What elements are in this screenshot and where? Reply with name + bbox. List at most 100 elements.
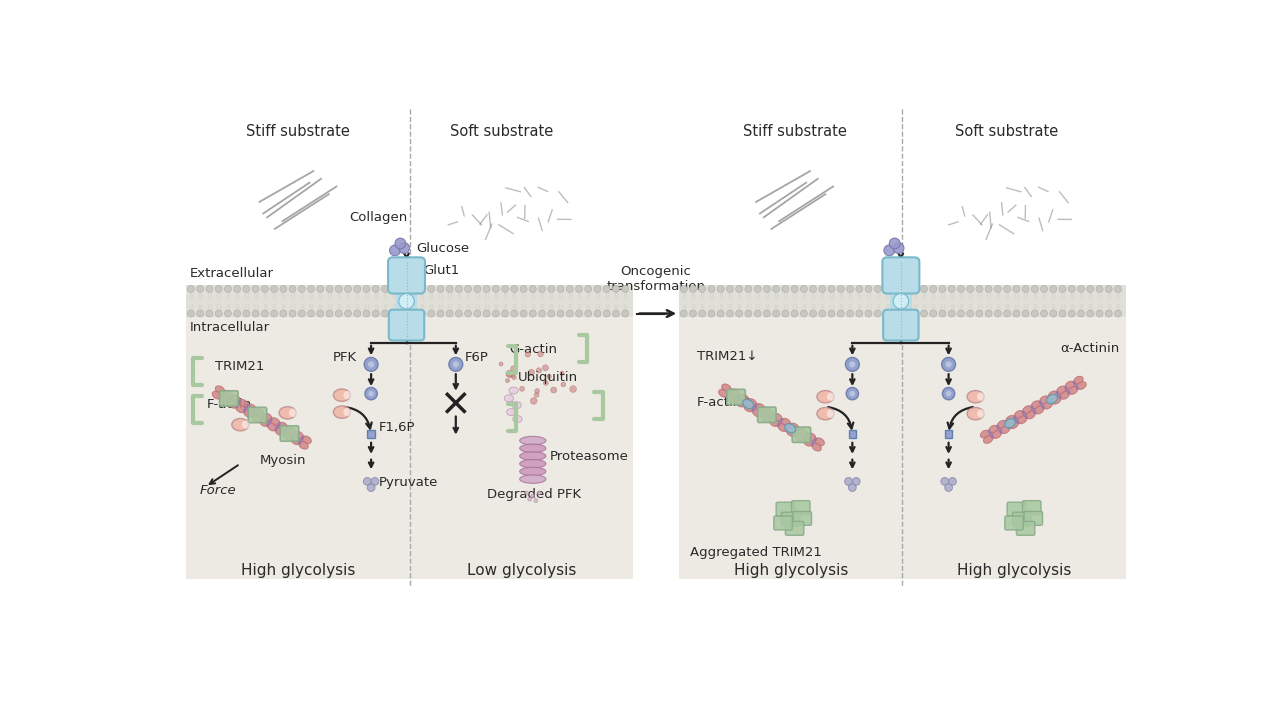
Circle shape xyxy=(585,285,591,292)
Ellipse shape xyxy=(1005,418,1015,428)
Circle shape xyxy=(224,310,232,317)
Circle shape xyxy=(326,285,333,292)
Circle shape xyxy=(727,310,733,317)
Text: Oncogenic
transformation: Oncogenic transformation xyxy=(607,266,705,294)
Text: F1,6P: F1,6P xyxy=(379,420,415,433)
Ellipse shape xyxy=(1060,392,1069,399)
Circle shape xyxy=(920,285,928,292)
Circle shape xyxy=(680,310,687,317)
Circle shape xyxy=(289,310,296,317)
Circle shape xyxy=(566,285,573,292)
Circle shape xyxy=(520,310,527,317)
Circle shape xyxy=(381,285,388,292)
Ellipse shape xyxy=(1023,405,1032,413)
FancyBboxPatch shape xyxy=(758,407,776,423)
Circle shape xyxy=(289,285,296,292)
Text: Stiff substrate: Stiff substrate xyxy=(246,125,349,140)
Circle shape xyxy=(745,285,751,292)
Ellipse shape xyxy=(1027,411,1036,419)
Circle shape xyxy=(536,368,541,373)
Circle shape xyxy=(986,310,992,317)
Circle shape xyxy=(371,477,379,485)
Circle shape xyxy=(576,285,582,292)
Circle shape xyxy=(791,310,797,317)
Circle shape xyxy=(1078,285,1084,292)
Circle shape xyxy=(893,243,904,253)
Circle shape xyxy=(525,352,530,357)
Circle shape xyxy=(945,484,952,492)
Circle shape xyxy=(1115,310,1121,317)
Text: TRIM21: TRIM21 xyxy=(215,360,264,373)
Text: Soft substrate: Soft substrate xyxy=(451,125,554,140)
Bar xyxy=(680,109,1125,285)
Ellipse shape xyxy=(252,414,261,422)
Circle shape xyxy=(1115,285,1121,292)
Ellipse shape xyxy=(1001,426,1010,433)
Circle shape xyxy=(506,370,512,377)
Circle shape xyxy=(561,382,566,387)
Circle shape xyxy=(367,484,375,492)
Ellipse shape xyxy=(1032,401,1041,408)
Circle shape xyxy=(849,484,856,492)
Ellipse shape xyxy=(736,399,745,407)
Circle shape xyxy=(680,285,687,292)
Ellipse shape xyxy=(1047,395,1057,404)
Text: Proteasome: Proteasome xyxy=(549,450,628,463)
Circle shape xyxy=(456,310,462,317)
Circle shape xyxy=(1096,310,1103,317)
Circle shape xyxy=(187,285,195,292)
Text: Stiff substrate: Stiff substrate xyxy=(742,125,846,140)
Circle shape xyxy=(995,310,1001,317)
Circle shape xyxy=(298,285,305,292)
Ellipse shape xyxy=(212,391,221,399)
Circle shape xyxy=(224,285,232,292)
Ellipse shape xyxy=(781,418,791,426)
FancyBboxPatch shape xyxy=(1007,502,1025,516)
Ellipse shape xyxy=(804,438,813,446)
Ellipse shape xyxy=(785,423,796,433)
Circle shape xyxy=(367,361,374,367)
Circle shape xyxy=(512,375,516,379)
Ellipse shape xyxy=(232,395,241,402)
Circle shape xyxy=(911,310,918,317)
Ellipse shape xyxy=(520,475,545,483)
Circle shape xyxy=(622,310,628,317)
Circle shape xyxy=(690,285,696,292)
Circle shape xyxy=(819,285,826,292)
Circle shape xyxy=(986,285,992,292)
Circle shape xyxy=(717,285,724,292)
Circle shape xyxy=(364,310,370,317)
FancyBboxPatch shape xyxy=(388,257,425,294)
Circle shape xyxy=(890,238,900,249)
Ellipse shape xyxy=(797,428,808,436)
FancyBboxPatch shape xyxy=(248,408,266,423)
Circle shape xyxy=(966,310,974,317)
Circle shape xyxy=(539,285,545,292)
Circle shape xyxy=(419,285,425,292)
Circle shape xyxy=(215,310,223,317)
Bar xyxy=(680,318,1125,579)
Circle shape xyxy=(1032,310,1038,317)
Ellipse shape xyxy=(287,427,296,435)
Circle shape xyxy=(892,310,900,317)
Circle shape xyxy=(436,310,444,317)
Circle shape xyxy=(1023,310,1029,317)
Circle shape xyxy=(942,387,955,400)
FancyBboxPatch shape xyxy=(794,511,812,526)
Circle shape xyxy=(548,285,554,292)
Circle shape xyxy=(754,310,762,317)
Text: G-actin: G-actin xyxy=(509,343,558,356)
Ellipse shape xyxy=(275,428,284,436)
Ellipse shape xyxy=(827,392,835,401)
Text: Glucose: Glucose xyxy=(416,242,468,255)
Circle shape xyxy=(539,310,545,317)
Circle shape xyxy=(846,387,859,400)
Circle shape xyxy=(243,285,250,292)
Circle shape xyxy=(410,285,416,292)
Bar xyxy=(680,285,1125,318)
Ellipse shape xyxy=(242,420,250,429)
Ellipse shape xyxy=(977,410,984,418)
FancyBboxPatch shape xyxy=(882,257,919,294)
Circle shape xyxy=(530,397,538,404)
Circle shape xyxy=(736,285,742,292)
